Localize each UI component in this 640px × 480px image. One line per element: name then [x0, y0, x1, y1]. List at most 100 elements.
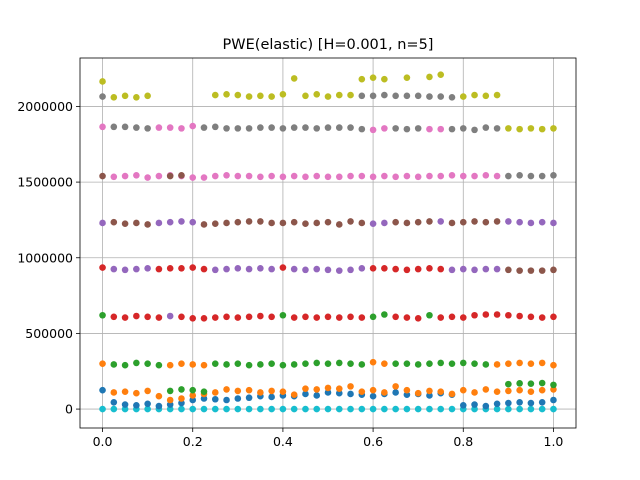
data-point [471, 401, 478, 408]
data-point [121, 172, 129, 180]
data-point [144, 387, 151, 395]
data-point [302, 385, 309, 392]
data-point [211, 389, 219, 396]
data-point [290, 172, 298, 180]
data-point [426, 392, 433, 399]
data-point [403, 172, 411, 180]
data-point [200, 314, 208, 322]
data-point [245, 265, 253, 273]
data-point [245, 386, 253, 394]
data-point [482, 361, 490, 368]
data-point [223, 171, 230, 179]
data-point [448, 390, 456, 398]
data-point [279, 405, 287, 413]
data-point [324, 266, 332, 274]
data-point [426, 265, 433, 272]
data-point [324, 360, 332, 367]
data-point [121, 361, 129, 369]
data-point [279, 264, 287, 271]
data-point [268, 172, 275, 180]
data-point [302, 390, 309, 398]
series-17 [99, 122, 445, 134]
data-point [257, 312, 264, 320]
data-point [471, 360, 478, 367]
data-point [550, 386, 557, 393]
data-point [268, 265, 275, 273]
data-point [211, 123, 219, 131]
data-point [279, 219, 287, 227]
data-point [437, 93, 445, 100]
data-point [245, 172, 253, 180]
data-point [381, 75, 388, 83]
data-point [245, 361, 253, 369]
data-point [527, 360, 535, 367]
data-point [358, 172, 366, 180]
data-point [448, 266, 456, 274]
data-point [313, 219, 321, 227]
data-point [99, 219, 106, 227]
data-point [437, 265, 445, 273]
data-point [99, 264, 106, 271]
data-point [268, 93, 275, 100]
data-point [313, 125, 321, 132]
data-point [369, 265, 377, 272]
data-point [448, 125, 456, 133]
data-point [133, 171, 140, 179]
series-7 [166, 312, 174, 320]
data-point [381, 172, 388, 180]
data-point [335, 91, 343, 99]
data-point [516, 398, 523, 406]
data-point [403, 125, 411, 133]
data-point [257, 218, 264, 225]
data-point [335, 405, 343, 413]
data-point [403, 386, 411, 394]
data-point [234, 125, 242, 132]
data-point [257, 173, 264, 181]
data-point [155, 402, 163, 410]
data-point [223, 125, 230, 132]
series-2 [110, 383, 557, 404]
data-point [189, 392, 197, 399]
data-point [459, 386, 467, 394]
data-point [166, 387, 174, 395]
data-point [189, 361, 197, 368]
data-point [482, 265, 490, 273]
data-point [302, 173, 309, 181]
data-point [437, 359, 445, 367]
series-13 [99, 172, 106, 180]
data-point [200, 395, 208, 402]
data-point [426, 93, 433, 100]
data-point [133, 402, 140, 409]
series-10 [505, 266, 557, 274]
data-point [144, 313, 151, 321]
data-point [133, 312, 140, 320]
data-point [538, 172, 546, 180]
data-point [189, 314, 197, 322]
data-point [144, 125, 151, 132]
data-point [381, 219, 388, 227]
data-point [527, 388, 535, 395]
data-point [211, 395, 219, 403]
data-point [234, 387, 242, 395]
data-point [493, 91, 501, 99]
data-point [493, 172, 501, 180]
data-point [155, 172, 163, 180]
data-point [99, 360, 106, 367]
data-point [313, 265, 321, 273]
data-point [324, 173, 332, 181]
data-point [313, 91, 321, 98]
data-point [121, 388, 129, 395]
data-point [279, 311, 287, 319]
data-point [550, 405, 557, 413]
data-point [471, 389, 478, 396]
y-tick-label: 0 [65, 402, 73, 417]
data-point [144, 174, 151, 181]
data-point [178, 399, 185, 407]
data-point [166, 401, 174, 408]
data-point [505, 387, 512, 395]
data-point [369, 220, 377, 228]
data-point [133, 389, 140, 397]
data-point [268, 387, 275, 395]
data-point [505, 399, 512, 407]
